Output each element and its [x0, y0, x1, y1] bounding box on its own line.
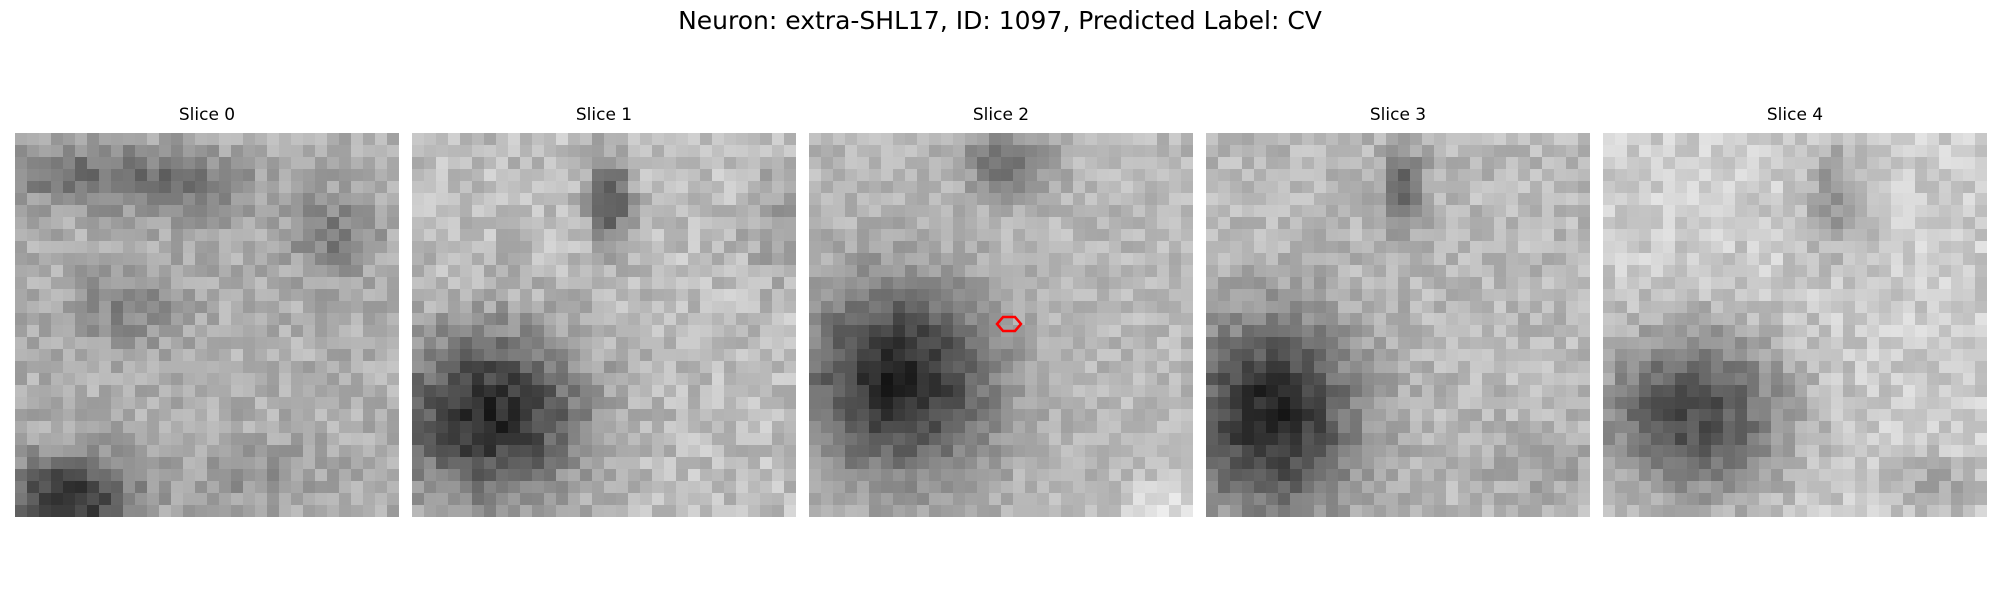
- slice-title: Slice 1: [575, 105, 633, 125]
- figure-title: Neuron: extra-SHL17, ID: 1097, Predicted…: [678, 6, 1322, 35]
- slice-image: [412, 133, 796, 517]
- slice-title: Slice 3: [1369, 105, 1427, 125]
- slice-image: [809, 133, 1193, 517]
- slice-title: Slice 2: [972, 105, 1030, 125]
- slice-image: [1206, 133, 1590, 517]
- slice-title: Slice 4: [1766, 105, 1824, 125]
- slice-image: [1603, 133, 1987, 517]
- slice-image: [15, 133, 399, 517]
- slice-title: Slice 0: [178, 105, 236, 125]
